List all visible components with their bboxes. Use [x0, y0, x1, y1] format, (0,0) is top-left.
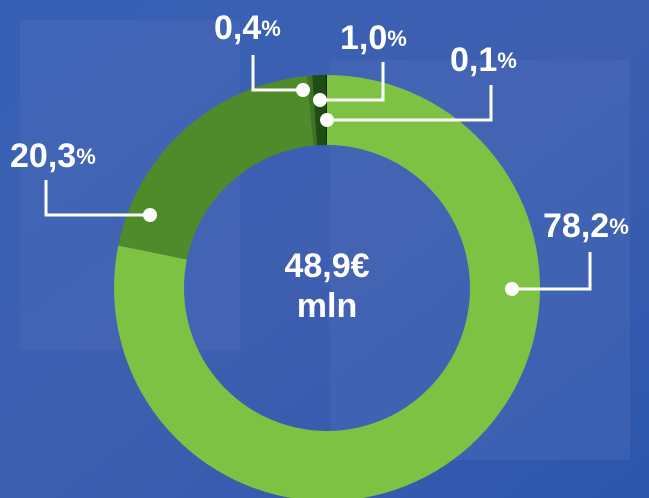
leader-line	[251, 55, 303, 92]
leader-dot	[320, 113, 334, 127]
leader-line	[327, 85, 493, 122]
center-text: mln	[297, 287, 357, 325]
leader-dot	[296, 83, 310, 97]
value-label: 0,4%	[214, 9, 281, 47]
leader-line	[512, 252, 592, 291]
donut-segment	[306, 75, 318, 146]
leader-line	[320, 62, 385, 102]
donut-segment	[312, 75, 327, 146]
leader-line	[44, 180, 150, 217]
donut-segment	[114, 75, 540, 498]
donut-segment	[118, 75, 314, 260]
value-label: 1,0%	[340, 19, 407, 57]
value-label: 78,2%	[543, 207, 629, 245]
donut-segment	[325, 75, 327, 146]
center-text: 48,9€	[284, 247, 369, 285]
value-label: 20,3%	[10, 137, 96, 175]
leader-dot	[505, 282, 519, 296]
value-label: 0,1%	[450, 41, 517, 79]
leader-dot	[143, 208, 157, 222]
leader-dot	[313, 93, 327, 107]
